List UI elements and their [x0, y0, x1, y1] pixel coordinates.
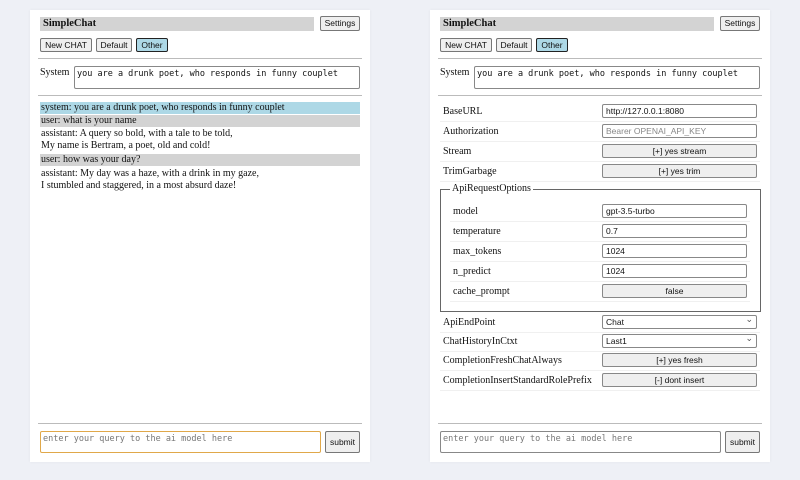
setting-label: TrimGarbage: [443, 166, 497, 177]
cache-prompt-toggle-button[interactable]: false: [602, 284, 747, 298]
option-label: cache_prompt: [453, 286, 510, 297]
setting-label: Stream: [443, 146, 472, 157]
app-title: SimpleChat: [40, 17, 314, 31]
submit-button[interactable]: submit: [325, 431, 360, 453]
query-input[interactable]: enter your query to the ai model here: [40, 431, 321, 453]
system-prompt-input[interactable]: you are a drunk poet, who responds in fu…: [74, 66, 360, 89]
authorization-input[interactable]: Bearer OPENAI_API_KEY: [602, 124, 757, 138]
setting-label: CompletionInsertStandardRolePrefix: [443, 375, 592, 386]
api-endpoint-select[interactable]: Chat: [602, 313, 757, 329]
other-session-button[interactable]: Other: [536, 38, 568, 52]
option-label: temperature: [453, 226, 501, 237]
new-chat-button[interactable]: New CHAT: [440, 38, 492, 52]
system-prompt-input[interactable]: you are a drunk poet, who responds in fu…: [474, 66, 760, 89]
base-url-input[interactable]: http://127.0.0.1:8080: [602, 104, 757, 118]
option-cache-prompt: cache_prompt false: [450, 282, 750, 302]
app-title: SimpleChat: [440, 17, 714, 31]
chat-message-user: user: how was your day?: [40, 154, 360, 166]
chat-panel: SimpleChat Settings New CHAT Default Oth…: [30, 10, 370, 462]
other-session-button[interactable]: Other: [136, 38, 168, 52]
setting-completion-fresh: CompletionFreshChatAlways [+] yes fresh: [440, 351, 760, 371]
settings-button[interactable]: Settings: [320, 16, 360, 31]
role-prefix-toggle-button[interactable]: [-] dont insert: [602, 373, 757, 387]
divider: [38, 95, 362, 96]
fieldset-legend: ApiRequestOptions: [450, 183, 533, 194]
chat-message-assistant: assistant: A query so bold, with a tale …: [40, 128, 360, 152]
setting-label: BaseURL: [443, 106, 483, 117]
setting-base-url: BaseURL http://127.0.0.1:8080: [440, 102, 760, 122]
new-chat-button[interactable]: New CHAT: [40, 38, 92, 52]
max-tokens-input[interactable]: 1024: [602, 244, 747, 258]
model-input[interactable]: gpt-3.5-turbo: [602, 204, 747, 218]
temperature-input[interactable]: 0.7: [602, 224, 747, 238]
divider: [438, 58, 762, 59]
message-line: I stumbled and staggered, in a most absu…: [41, 180, 237, 191]
divider: [438, 95, 762, 96]
chat-history-select[interactable]: Last1: [602, 332, 757, 348]
divider: [38, 58, 362, 59]
system-label: System: [440, 67, 470, 78]
option-temperature: temperature 0.7: [450, 222, 750, 242]
default-session-button[interactable]: Default: [96, 38, 132, 52]
settings-button[interactable]: Settings: [720, 16, 760, 31]
chat-message-user: user: what is your name: [40, 115, 360, 127]
setting-trim-garbage: TrimGarbage [+] yes trim: [440, 162, 760, 182]
setting-label: ChatHistoryInCtxt: [443, 336, 518, 347]
message-line: assistant: My day was a haze, with a dri…: [41, 168, 259, 179]
completion-fresh-toggle-button[interactable]: [+] yes fresh: [602, 353, 757, 367]
setting-api-endpoint: ApiEndPoint Chat: [440, 313, 760, 333]
setting-label: CompletionFreshChatAlways: [443, 355, 562, 366]
setting-label: Authorization: [443, 126, 499, 137]
setting-authorization: Authorization Bearer OPENAI_API_KEY: [440, 122, 760, 142]
stream-toggle-button[interactable]: [+] yes stream: [602, 144, 757, 158]
divider: [438, 423, 762, 424]
settings-panel: SimpleChat Settings New CHAT Default Oth…: [430, 10, 770, 462]
divider: [38, 423, 362, 424]
query-input[interactable]: enter your query to the ai model here: [440, 431, 721, 453]
n-predict-input[interactable]: 1024: [602, 264, 747, 278]
message-line: assistant: A query so bold, with a tale …: [41, 128, 233, 139]
trim-garbage-toggle-button[interactable]: [+] yes trim: [602, 164, 757, 178]
setting-label: ApiEndPoint: [443, 317, 496, 328]
option-n-predict: n_predict 1024: [450, 262, 750, 282]
setting-stream: Stream [+] yes stream: [440, 142, 760, 162]
option-label: max_tokens: [453, 246, 502, 257]
option-max-tokens: max_tokens 1024: [450, 242, 750, 262]
default-session-button[interactable]: Default: [496, 38, 532, 52]
option-model: model gpt-3.5-turbo: [450, 202, 750, 222]
api-request-options-fieldset: [440, 189, 761, 312]
option-label: model: [453, 206, 478, 217]
option-label: n_predict: [453, 266, 491, 277]
setting-chat-history: ChatHistoryInCtxt Last1: [440, 332, 760, 352]
message-line: My name is Bertram, a poet, old and cold…: [41, 140, 211, 151]
chat-message-assistant: assistant: My day was a haze, with a dri…: [40, 168, 360, 192]
chat-message-system: system: you are a drunk poet, who respon…: [40, 102, 360, 114]
system-label: System: [40, 67, 70, 78]
submit-button[interactable]: submit: [725, 431, 760, 453]
setting-role-prefix: CompletionInsertStandardRolePrefix [-] do…: [440, 371, 760, 391]
